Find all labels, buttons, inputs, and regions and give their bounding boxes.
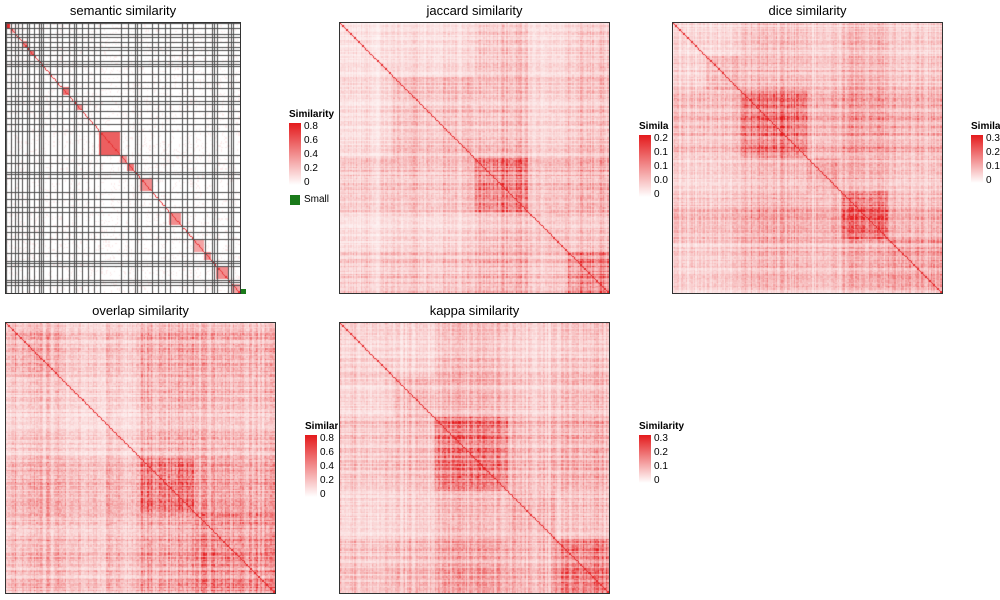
heatmap-title: jaccard similarity <box>426 3 523 18</box>
legend-tick-label: 0.0 <box>654 175 668 186</box>
legend-tick-label: 0.2 <box>304 163 318 174</box>
legend-overlap: Similarity 0.8 0.6 0.4 0.2 0 <box>305 421 338 501</box>
small-cluster-marker <box>241 289 246 294</box>
legend-tick-label: 0.2 <box>654 447 668 458</box>
legend-colorbar <box>289 123 301 185</box>
legend-tick-label: 0.2 <box>320 475 334 486</box>
legend-kappa: Similarity 0.3 0.2 0.1 0 <box>639 421 699 501</box>
legend-dice: Similarity 0.3 0.2 0.1 0 <box>971 121 1000 201</box>
legend-tick-label: 0 <box>320 489 326 500</box>
heatmap-title: overlap similarity <box>92 303 189 318</box>
legend-tick-label: 0.8 <box>304 121 318 132</box>
legend-tick-label: 0 <box>654 475 660 486</box>
legend-semantic: Similarity Small 0.8 0.6 0.4 0.2 0 <box>289 109 334 209</box>
legend-tick-label: 0 <box>986 175 992 186</box>
heatmap-canvas <box>340 323 609 593</box>
heatmap-jaccard <box>339 22 610 294</box>
legend-tick-label: 0.4 <box>304 149 318 160</box>
heatmap-title: semantic similarity <box>69 3 177 18</box>
heatmap-canvas <box>673 23 942 293</box>
legend-title: Similarity <box>639 421 685 432</box>
legend-jaccard: Similarity 0.2 0.1 0.1 0.0 0 <box>639 121 669 201</box>
heatmap-overlap <box>5 322 276 594</box>
legend-tick-label: 0.2 <box>654 133 668 144</box>
legend-tick-label: 0.1 <box>654 147 668 158</box>
legend-title: Similarity <box>639 121 669 132</box>
legend-title: Similarity <box>289 109 334 120</box>
legend-title: Similarity <box>305 421 338 432</box>
legend-tick-label: 0.8 <box>320 433 334 444</box>
heatmap-semantic <box>5 22 241 294</box>
heatmap-canvas <box>6 23 240 293</box>
legend-tick-label: 0.3 <box>986 133 1000 144</box>
heatmap-canvas <box>6 323 275 593</box>
legend-tick-label: 0.4 <box>320 461 334 472</box>
legend-tick-label: 0.1 <box>986 161 1000 172</box>
heatmap-title: dice similarity <box>768 3 847 18</box>
heatmap-canvas <box>340 23 609 293</box>
legend-tick-label: 0 <box>654 189 660 200</box>
legend-colorbar <box>639 435 651 483</box>
legend-tick-label: 0.3 <box>654 433 668 444</box>
heatmap-kappa <box>339 322 610 594</box>
legend-tick-label: 0.6 <box>320 447 334 458</box>
legend-tick-label: 0.6 <box>304 135 318 146</box>
legend-colorbar <box>971 135 983 183</box>
heatmap-title: kappa similarity <box>429 303 520 318</box>
legend-tick-label: 0.1 <box>654 161 668 172</box>
heatmap-dice <box>672 22 943 294</box>
legend-title: Similarity <box>971 121 1000 132</box>
legend-tick-label: 0.2 <box>986 147 1000 158</box>
small-cluster-label: Small <box>304 194 330 205</box>
legend-tick-label: 0 <box>304 177 310 188</box>
legend-colorbar <box>639 135 651 197</box>
small-cluster-swatch <box>290 195 300 205</box>
legend-colorbar <box>305 435 317 497</box>
legend-tick-label: 0.1 <box>654 461 668 472</box>
